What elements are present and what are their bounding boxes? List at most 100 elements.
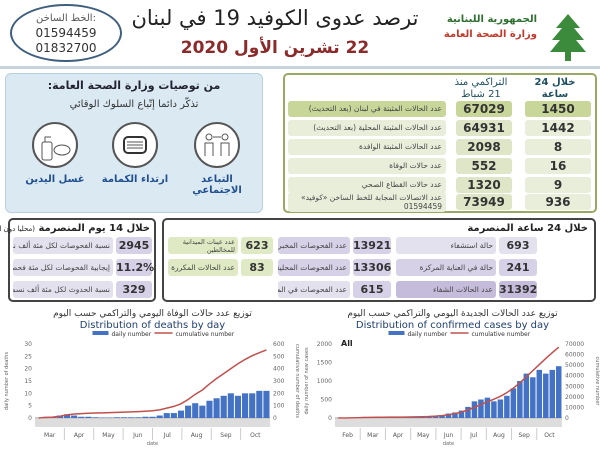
month-label: Jul xyxy=(163,432,172,439)
y-tick-label: 0 xyxy=(328,415,332,422)
legend-cumulative: cumulative number xyxy=(472,331,531,338)
month-label: Oct xyxy=(544,432,555,439)
row-label: عدد حالات القطاع الصحي xyxy=(288,177,446,193)
hand-wash-icon xyxy=(32,122,78,168)
daily-bar xyxy=(92,417,99,418)
last-24h-value: 16 xyxy=(525,158,591,174)
y2-tick-label: 70000 xyxy=(565,341,584,348)
last-24h-heading: خلال 24 ساعة المنصرمة xyxy=(467,223,588,234)
cases-chart-title-ar: توزيع عدد الحالات الجديدة اليومي والتراك… xyxy=(347,309,558,319)
cumulative-value: 64931 xyxy=(456,120,512,136)
y-tick-label: 25 xyxy=(24,353,32,360)
y2-axis-label: cumulative number of deaths xyxy=(294,344,300,418)
row-label-text: عدد الاتصالات المجابة للخط الساخن «كوفيد… xyxy=(300,193,442,202)
month-label: Oct xyxy=(250,432,261,439)
stat-value: 11.2% xyxy=(116,259,155,276)
daily-bar xyxy=(426,416,432,418)
daily-bar xyxy=(263,390,270,418)
stat-label: حالة في العناية المركزة xyxy=(396,259,496,276)
page-title: ترصد عدوى الكوفيد 19 في لبنان xyxy=(131,6,419,30)
y-tick-label: 500 xyxy=(321,397,333,404)
hotline-number-2: 01832700 xyxy=(35,41,97,55)
cumulative-value: 2098 xyxy=(456,139,512,155)
daily-bar xyxy=(458,410,465,418)
x-axis-label: date xyxy=(443,441,454,447)
daily-bar xyxy=(491,401,497,418)
daily-bar xyxy=(206,400,213,418)
daily-bar xyxy=(419,417,426,418)
recommendations-panel: من توصيات وزارة الصحة العامة: تذكّر دائم… xyxy=(5,73,263,213)
daily-bar xyxy=(170,413,177,418)
row-label: عدد الحالات المثبتة الوافدة xyxy=(288,139,446,155)
y2-tick-label: 0 xyxy=(273,415,277,422)
stat-label: عدد الفحوصات في المطار xyxy=(278,281,350,298)
y-tick-label: 10 xyxy=(24,390,32,397)
deaths-chart-title-ar: توزيع عدد حالات الوفاة اليومي والتراكمي … xyxy=(53,309,252,319)
cases-chart-title: Distribution of confirmed cases by day xyxy=(355,320,550,331)
y-tick-label: 30 xyxy=(24,341,32,348)
month-label: Jun xyxy=(443,432,454,439)
daily-bar xyxy=(85,416,92,418)
row-label: عدد الحالات المثبتة المحلية (بعد التحديث… xyxy=(288,120,446,136)
y2-tick-label: 10000 xyxy=(565,404,584,411)
month-label: Mar xyxy=(44,432,56,439)
y-tick-label: 5 xyxy=(28,403,32,410)
month-label: Apr xyxy=(393,432,404,439)
y-tick-label: 1500 xyxy=(317,360,332,367)
face-mask-label: ارتداء الكمامة xyxy=(101,174,169,185)
face-mask-icon xyxy=(112,122,158,168)
social-distancing-label: التباعد الاجتماعي xyxy=(192,174,242,196)
stat-label: عدد عينات الميدانية للمخالطين xyxy=(168,237,238,254)
daily-bar xyxy=(128,417,135,418)
month-label: Mar xyxy=(367,432,379,439)
stat-value: 693 xyxy=(499,237,537,254)
cumulative-value: 552 xyxy=(456,158,512,174)
daily-bar xyxy=(439,415,445,418)
y-tick-label: 2000 xyxy=(317,341,332,348)
daily-bar xyxy=(256,390,263,418)
daily-bar xyxy=(504,395,510,418)
month-label: Sep xyxy=(519,432,531,439)
stat-value: 2945 xyxy=(116,237,152,254)
daily-bar xyxy=(536,369,543,418)
y2-tick-label: 0 xyxy=(565,415,569,422)
daily-bar xyxy=(185,405,192,418)
x-axis-label: date xyxy=(147,441,158,447)
table-row: عدد الحالات المثبتة في لبنان (بعد التحدي… xyxy=(288,101,593,118)
ministry-name: الجمهورية اللبنانية وزارة الصحة العامة xyxy=(425,12,537,42)
daily-bar xyxy=(484,397,491,418)
daily-bar xyxy=(556,366,562,418)
y2-tick-label: 50000 xyxy=(565,362,584,369)
daily-bar xyxy=(177,410,185,418)
daily-bar xyxy=(135,417,142,418)
last-24h-value: 1450 xyxy=(525,101,591,117)
y2-tick-label: 500 xyxy=(273,353,285,360)
stat-label: إيجابية الفحوصات لكل مئة فحص xyxy=(13,259,113,276)
daily-bar xyxy=(156,415,163,418)
daily-bar xyxy=(242,393,249,418)
y2-tick-label: 30000 xyxy=(565,383,584,390)
date-tick-strip xyxy=(35,419,270,427)
table-row: عدد الاتصالات المجابة للخط الساخن «كوفيد… xyxy=(288,192,593,212)
report-date: 22 تشرين الأول 2020 xyxy=(180,38,370,58)
month-label: Aug xyxy=(191,432,203,439)
cedar-logo-icon xyxy=(550,14,586,61)
row-label: عدد الاتصالات المجابة للخط الساخن «كوفيد… xyxy=(288,192,446,212)
cumulative-header: التراكمي منذ 21 شباط xyxy=(454,77,508,100)
cases-chart: 0500100015002000010000200003000040000500… xyxy=(304,331,600,447)
hotline-badge: الخط الساخن: 01594459 01832700 xyxy=(10,4,122,62)
month-label: Sep xyxy=(220,432,232,439)
last-24h-value: 9 xyxy=(525,177,591,193)
cumulative-line xyxy=(38,349,267,419)
month-label: Jun xyxy=(132,432,143,439)
cumulative-value: 1320 xyxy=(456,177,512,193)
daily-bar xyxy=(227,393,234,418)
last-24h-value: 1442 xyxy=(525,120,591,136)
ministry-line-2: وزارة الصحة العامة xyxy=(443,29,537,40)
daily-bar xyxy=(113,417,120,418)
social-distancing-icon xyxy=(194,122,240,168)
recommendations-subtitle: تذكّر دائما إتّباع السلوك الوقائي xyxy=(69,99,199,110)
stat-value: 241 xyxy=(499,259,537,276)
daily-bar xyxy=(465,406,471,418)
